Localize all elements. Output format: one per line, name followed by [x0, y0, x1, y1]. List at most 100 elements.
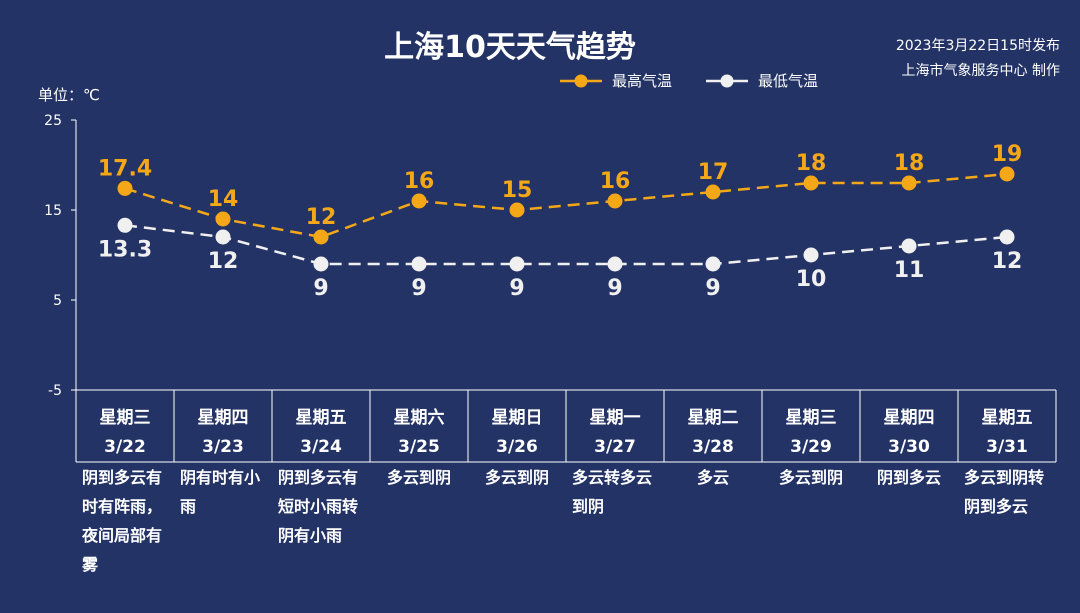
legend-item-low: 最低气温 [706, 70, 818, 91]
date-label: 3/22 [104, 437, 146, 457]
weather-description-line: 夜间局部有 [82, 526, 163, 545]
date-label: 3/24 [300, 437, 342, 457]
y-tick-label: 5 [53, 293, 62, 309]
low-temp-point [901, 238, 917, 254]
publish-time: 2023年3月22日15时发布 [895, 38, 1060, 54]
low-temp-point [509, 256, 525, 272]
producer-credit: 上海市气象服务中心 制作 [901, 63, 1060, 79]
legend: 最高气温 最低气温 [560, 70, 818, 91]
weather-description: 多云到阴 [762, 463, 860, 492]
high-temp-label: 14 [208, 187, 239, 212]
weekday-label: 星期二 [688, 408, 739, 428]
weather-description: 阴到多云 [860, 463, 958, 492]
date-label: 3/27 [594, 437, 636, 457]
high-temp-label: 19 [992, 142, 1023, 167]
low-temp-label: 10 [796, 267, 827, 292]
y-tick-label: 15 [44, 203, 62, 219]
high-temp-label: 18 [894, 151, 925, 176]
weekday-label: 星期四 [884, 408, 935, 428]
low-temp-label: 12 [992, 249, 1023, 274]
y-tick-label: -5 [48, 383, 62, 399]
high-temp-point [607, 193, 623, 209]
low-temp-point [999, 229, 1015, 245]
weather-description-line: 阴到多云有 [82, 468, 163, 487]
weekday-label: 星期三 [100, 408, 151, 428]
weather-description-line: 雨 [180, 497, 197, 516]
weather-description: 多云到阴 [370, 463, 468, 492]
high-temp-point [803, 175, 819, 191]
high-temp-point [117, 180, 133, 196]
low-temp-label: 13.3 [98, 237, 152, 262]
low-temp-line [124, 224, 1008, 266]
date-label: 3/31 [986, 437, 1028, 457]
weather-description-line: 多云转多云 [572, 468, 653, 487]
high-temp-label: 17.4 [98, 156, 152, 181]
low-temp-point [607, 256, 623, 272]
high-temp-point [411, 193, 427, 209]
weekday-label: 星期三 [786, 408, 837, 428]
date-label: 3/29 [790, 437, 832, 457]
weather-description: 阴有时有小雨 [174, 463, 272, 521]
weather-description: 多云到阴 [468, 463, 566, 492]
high-temp-label: 17 [698, 160, 729, 185]
weather-description-line: 多云到阴转 [964, 468, 1045, 487]
weather-description-line: 多云 [696, 468, 729, 487]
weather-description: 多云转多云 到阴 [566, 463, 664, 521]
date-label: 3/30 [888, 437, 930, 457]
weather-description-line: 雾 [82, 555, 99, 574]
high-temp-point [215, 211, 231, 227]
y-tick-label: 25 [44, 113, 62, 129]
high-temp-line [124, 172, 1008, 239]
weather-description-line: 阴有小雨 [278, 526, 343, 545]
date-label: 3/26 [496, 437, 538, 457]
low-temp-point [117, 217, 133, 233]
low-temp-point [803, 247, 819, 263]
legend-low-label: 最低气温 [758, 72, 819, 90]
weather-description-line: 阴到多云有 [278, 468, 359, 487]
date-label: 3/23 [202, 437, 244, 457]
legend-item-high: 最高气温 [560, 70, 672, 91]
low-temp-label: 9 [313, 276, 328, 301]
high-temp-point [901, 175, 917, 191]
weather-description-line: 到阴 [572, 497, 605, 516]
high-temp-label: 16 [404, 169, 435, 194]
high-temp-point [705, 184, 721, 200]
weather-description-line: 多云到阴 [484, 468, 549, 487]
weekday-label: 星期五 [982, 408, 1033, 428]
weather-description-line: 短时小雨转 [278, 497, 359, 516]
legend-high-label: 最高气温 [612, 72, 673, 90]
legend-low-marker [706, 74, 749, 87]
date-label: 3/28 [692, 437, 734, 457]
high-temp-point [999, 166, 1015, 182]
weekday-label: 星期四 [198, 408, 249, 428]
chart-title: 上海10天天气趋势 [384, 30, 636, 65]
weather-description-line: 阴到多云 [876, 468, 941, 487]
high-temp-point [509, 202, 525, 218]
high-temp-label: 15 [502, 178, 533, 203]
weather-description-line: 阴到多云 [964, 497, 1029, 516]
low-temp-label: 11 [894, 258, 925, 283]
low-temp-point [215, 229, 231, 245]
weather-description: 多云 [664, 463, 762, 492]
low-temp-label: 9 [509, 276, 524, 301]
high-temp-point [313, 229, 329, 245]
high-temp-label: 16 [600, 169, 631, 194]
weather-description-line: 时有阵雨， [82, 497, 163, 516]
low-temp-point [705, 256, 721, 272]
low-temp-label: 12 [208, 249, 239, 274]
low-temp-label: 9 [607, 276, 622, 301]
high-temp-label: 12 [306, 205, 337, 230]
weather-description-line: 多云到阴 [386, 468, 451, 487]
weather-description: 多云到阴转 阴到多云 [958, 463, 1056, 521]
date-label: 3/25 [398, 437, 440, 457]
high-temp-label: 18 [796, 151, 827, 176]
weekday-label: 星期五 [296, 408, 347, 428]
weather-description-line: 阴有时有小 [180, 468, 261, 487]
weather-description: 阴到多云有短时小雨转阴有小雨 [272, 463, 370, 550]
weekday-label: 星期六 [394, 407, 445, 428]
legend-high-marker [560, 74, 602, 87]
low-temp-point [313, 256, 329, 272]
weather-description: 阴到多云有时有阵雨， 夜间局部有雾 [76, 463, 174, 579]
low-temp-point [411, 256, 427, 272]
low-temp-label: 9 [411, 276, 426, 301]
